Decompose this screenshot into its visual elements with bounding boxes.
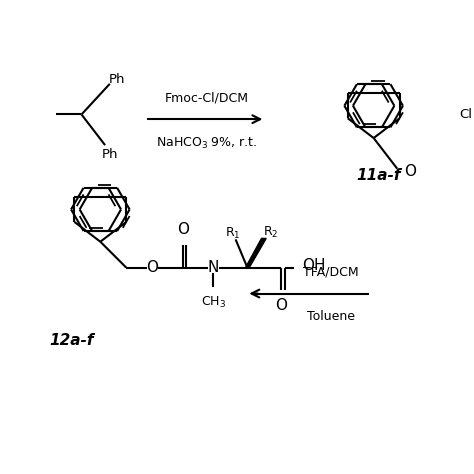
Text: 11a-f: 11a-f (356, 168, 401, 183)
Text: 12a-f: 12a-f (50, 333, 94, 348)
Polygon shape (246, 238, 266, 268)
Text: O: O (275, 298, 287, 313)
Text: TFA/DCM: TFA/DCM (303, 265, 359, 278)
Text: Toluene: Toluene (307, 310, 355, 323)
Text: Ph: Ph (101, 148, 118, 161)
Text: CH$_3$: CH$_3$ (201, 295, 226, 310)
Text: NaHCO$_3$ 9%, r.t.: NaHCO$_3$ 9%, r.t. (155, 136, 257, 151)
Text: OH: OH (302, 258, 326, 273)
Text: O: O (146, 260, 158, 275)
Text: N: N (208, 260, 219, 275)
Text: O: O (177, 222, 189, 237)
Text: Fmoc-Cl/DCM: Fmoc-Cl/DCM (164, 91, 248, 104)
Text: R$_2$: R$_2$ (263, 225, 279, 240)
Text: Ph: Ph (109, 73, 125, 86)
Text: R$_1$: R$_1$ (226, 226, 241, 241)
Text: O: O (404, 164, 416, 179)
Text: Cl: Cl (459, 108, 472, 121)
